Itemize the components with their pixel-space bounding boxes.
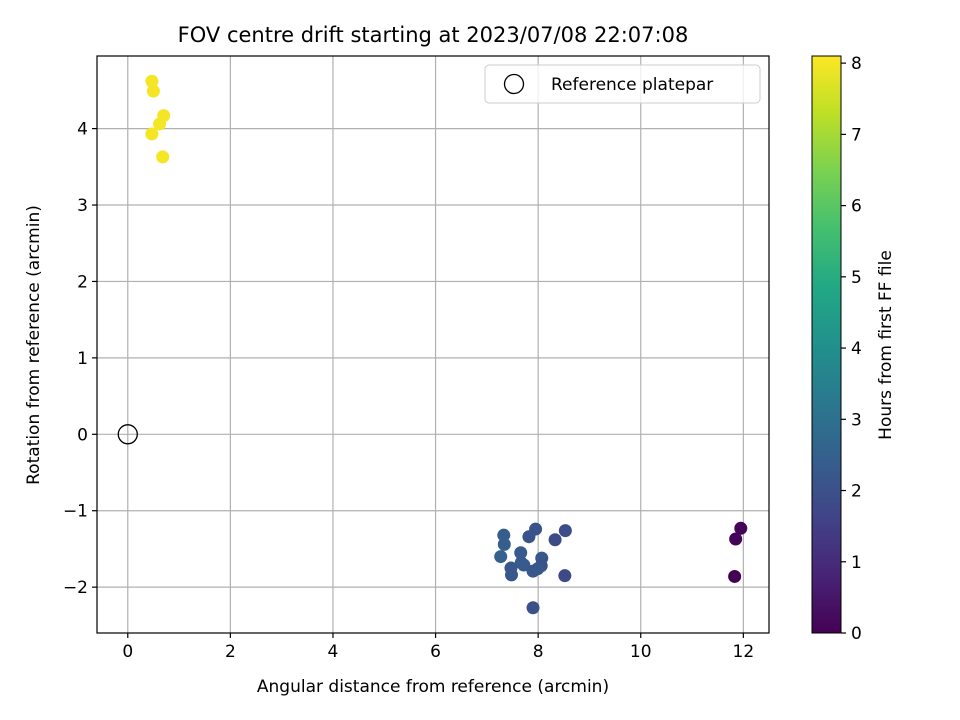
data-point bbox=[548, 533, 562, 547]
data-point bbox=[153, 117, 167, 131]
colorbar-tick-label: 5 bbox=[851, 268, 862, 288]
reference-platepar-marker bbox=[117, 424, 138, 445]
colorbar-frame bbox=[811, 55, 842, 634]
data-point bbox=[497, 528, 511, 542]
legend-label: Reference platepar bbox=[551, 75, 713, 95]
colorbar-tick-label: 6 bbox=[851, 197, 862, 217]
x-tick-label: 2 bbox=[225, 642, 236, 662]
colorbar-label: Hours from first FF file bbox=[876, 250, 896, 440]
y-tick-label: 4 bbox=[77, 120, 88, 140]
y-tick-label: −2 bbox=[63, 578, 88, 598]
y-axis-label: Rotation from reference (arcmin) bbox=[24, 205, 44, 485]
x-axis-ticks: 0 2 4 6 8 10 12 bbox=[122, 633, 754, 662]
legend: Reference platepar bbox=[484, 64, 761, 104]
colorbar-ticks: 0 1 2 3 4 5 6 7 8 bbox=[841, 54, 862, 644]
data-point bbox=[514, 546, 528, 560]
grid-lines bbox=[97, 56, 769, 633]
plot-frame bbox=[96, 55, 770, 634]
y-tick-label: 2 bbox=[77, 272, 88, 292]
chart-title: FOV centre drift starting at 2023/07/08 … bbox=[178, 23, 689, 47]
y-tick-label: −1 bbox=[63, 502, 88, 522]
data-point bbox=[558, 569, 572, 583]
data-points bbox=[117, 74, 748, 615]
data-point bbox=[145, 127, 159, 141]
x-tick-label: 0 bbox=[122, 642, 133, 662]
x-axis-label: Angular distance from reference (arcmin) bbox=[257, 677, 609, 697]
colorbar-tick-label: 3 bbox=[851, 410, 862, 430]
data-point bbox=[145, 74, 159, 88]
data-point bbox=[558, 524, 572, 538]
colorbar-gradient bbox=[812, 56, 841, 633]
data-point bbox=[517, 558, 531, 572]
y-tick-label: 0 bbox=[77, 425, 88, 445]
data-point bbox=[531, 562, 545, 576]
data-point bbox=[728, 569, 742, 583]
colorbar-tick-label: 4 bbox=[851, 339, 862, 359]
data-point bbox=[522, 530, 536, 544]
data-point bbox=[497, 537, 511, 551]
x-tick-label: 10 bbox=[630, 642, 652, 662]
colorbar-tick-label: 8 bbox=[851, 54, 862, 74]
data-point bbox=[156, 150, 170, 164]
data-point bbox=[494, 550, 508, 564]
data-point bbox=[734, 521, 748, 535]
y-tick-label: 1 bbox=[77, 349, 88, 369]
x-tick-label: 12 bbox=[733, 642, 755, 662]
data-point bbox=[146, 84, 160, 98]
x-tick-label: 6 bbox=[430, 642, 441, 662]
x-tick-label: 4 bbox=[328, 642, 339, 662]
colorbar-tick-label: 0 bbox=[851, 624, 862, 644]
data-point bbox=[729, 532, 743, 546]
colorbar-tick-label: 7 bbox=[851, 125, 862, 145]
colorbar-tick-label: 2 bbox=[851, 482, 862, 502]
data-point bbox=[504, 568, 518, 582]
data-point bbox=[526, 601, 540, 615]
colorbar-tick-label: 1 bbox=[851, 553, 862, 573]
x-tick-label: 8 bbox=[533, 642, 544, 662]
legend-box bbox=[484, 64, 761, 104]
colorbar: 0 1 2 3 4 5 6 7 8 Hours from first FF file bbox=[811, 54, 896, 644]
legend-reference-marker bbox=[503, 73, 525, 95]
y-axis-ticks: −2 −1 0 1 2 3 4 bbox=[63, 120, 97, 598]
y-tick-label: 3 bbox=[77, 196, 88, 216]
